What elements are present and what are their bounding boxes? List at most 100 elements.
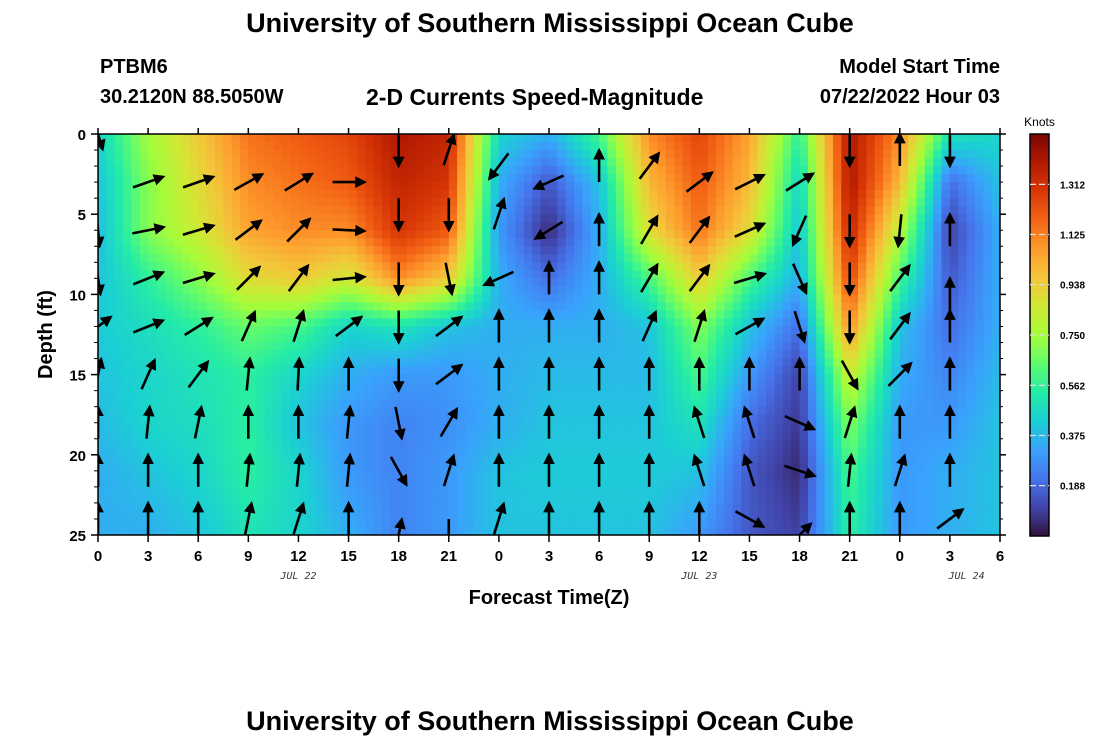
heatmap-cell [148,158,158,167]
heatmap-cell [432,198,442,207]
heatmap-cell [206,462,216,472]
heatmap-cell [398,158,408,167]
heatmap-cell [239,286,249,295]
heatmap-cell [340,302,350,312]
heatmap-cell [766,158,776,167]
heatmap-cell [699,358,709,368]
heatmap-cell [674,390,684,400]
heatmap-cell [707,262,717,271]
heatmap-cell [841,206,851,215]
heatmap-cell [624,390,634,400]
heatmap-cell [306,414,316,424]
heatmap-cell [665,438,675,448]
heatmap-cell [465,214,475,223]
heatmap-cell [640,142,650,151]
heatmap-cell [799,486,809,496]
heatmap-cell [415,222,425,231]
heatmap-cell [498,134,508,143]
heatmap-cell [590,366,600,376]
heatmap-cell [398,390,408,400]
heatmap-cell [148,286,158,295]
heatmap-cell [423,158,433,167]
heatmap-cell [231,526,241,535]
heatmap-cell [239,470,249,480]
heatmap-cell [239,446,249,456]
heatmap-cell [791,326,801,336]
heatmap-cell [181,326,191,336]
heatmap-cell [123,286,133,295]
heatmap-cell [916,462,926,472]
heatmap-cell [799,142,809,151]
heatmap-cell [699,238,709,247]
heatmap-cell [198,150,208,159]
heatmap-cell [457,278,467,287]
heatmap-cell [482,526,492,535]
heatmap-cell [632,526,642,535]
heatmap-cell [507,278,517,287]
heatmap-cell [565,230,575,239]
heatmap-cell [156,166,166,175]
heatmap-cell [883,502,893,512]
heatmap-cell [574,150,584,159]
heatmap-cell [916,430,926,440]
heatmap-cell [874,366,884,376]
heatmap-cell [139,494,149,504]
heatmap-cell [690,206,700,215]
heatmap-cell [356,342,366,352]
heatmap-cell [599,446,609,456]
heatmap-cell [774,334,784,344]
heatmap-cell [323,206,333,215]
heatmap-cell [173,198,183,207]
heatmap-cell [365,422,375,432]
heatmap-cell [816,278,826,287]
heatmap-cell [816,478,826,488]
heatmap-cell [866,486,876,496]
heatmap-cell [214,406,224,416]
heatmap-cell [123,342,133,352]
heatmap-cell [732,174,742,183]
heatmap-cell [640,342,650,352]
heatmap-cell [916,326,926,336]
heatmap-cell [498,350,508,360]
heatmap-cell [924,446,934,456]
heatmap-cell [298,510,308,520]
heatmap-cell [214,502,224,512]
heatmap-cell [440,486,450,496]
heatmap-cell [607,494,617,504]
heatmap-cell [123,190,133,199]
heatmap-cell [707,374,717,384]
heatmap-cell [582,350,592,360]
heatmap-cell [139,382,149,392]
heatmap-cell [415,430,425,440]
heatmap-cell [432,518,442,528]
heatmap-cell [799,190,809,199]
heatmap-cell [791,366,801,376]
heatmap-cell [707,342,717,352]
heatmap-cell [791,406,801,416]
heatmap-cell [824,526,834,535]
heatmap-cell [749,230,759,239]
heatmap-cell [557,446,567,456]
heatmap-cell [206,214,216,223]
heatmap-cell [849,150,859,159]
heatmap-cell [799,502,809,512]
heatmap-cell [682,502,692,512]
heatmap-cell [139,246,149,255]
heatmap-cell [173,158,183,167]
heatmap-cell [114,454,124,464]
heatmap-cell [807,222,817,231]
heatmap-cell [816,526,826,535]
heatmap-cell [924,414,934,424]
heatmap-cell [674,174,684,183]
heatmap-cell [565,478,575,488]
heatmap-cell [265,174,274,183]
heatmap-cell [523,374,533,384]
heatmap-cell [557,158,567,167]
heatmap-cell [331,510,341,520]
heatmap-cell [432,446,442,456]
heatmap-cell [373,254,383,263]
heatmap-cell [832,150,842,159]
heatmap-cell [490,190,500,199]
heatmap-cell [306,430,316,440]
heatmap-cell [557,222,567,231]
